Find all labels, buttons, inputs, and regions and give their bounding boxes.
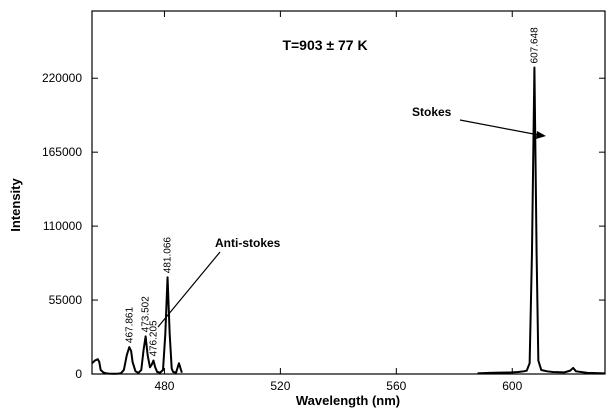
peak-label: 473.502 [141,296,152,333]
x-tick-label: 560 [386,379,406,393]
peak-label: 607.648 [529,27,540,64]
annotation: Anti-stokes [215,236,281,250]
y-axis-label: Intensity [8,178,23,232]
y-tick-label: 0 [75,367,82,381]
peak-label: 476.205 [148,320,159,357]
annotation-arrow [459,119,545,137]
y-tick-label: 220000 [42,71,82,85]
y-tick-label: 165000 [42,145,82,159]
plot-frame [91,10,606,375]
y-tick-label: 110000 [43,219,82,233]
peak-label: 481.066 [163,237,174,274]
x-axis-label: Wavelength (nm) [296,393,400,408]
y-tick-label: 55000 [49,293,83,307]
arrow-head [536,131,546,139]
x-tick-label: 520 [270,379,290,393]
x-tick-label: 480 [154,379,174,393]
annotation: Stokes [412,105,452,119]
chart-title: T=903 ± 77 K [282,37,367,53]
x-tick-label: 600 [502,379,522,393]
spectrum-line [91,66,606,375]
peak-label: 467.861 [124,307,135,344]
